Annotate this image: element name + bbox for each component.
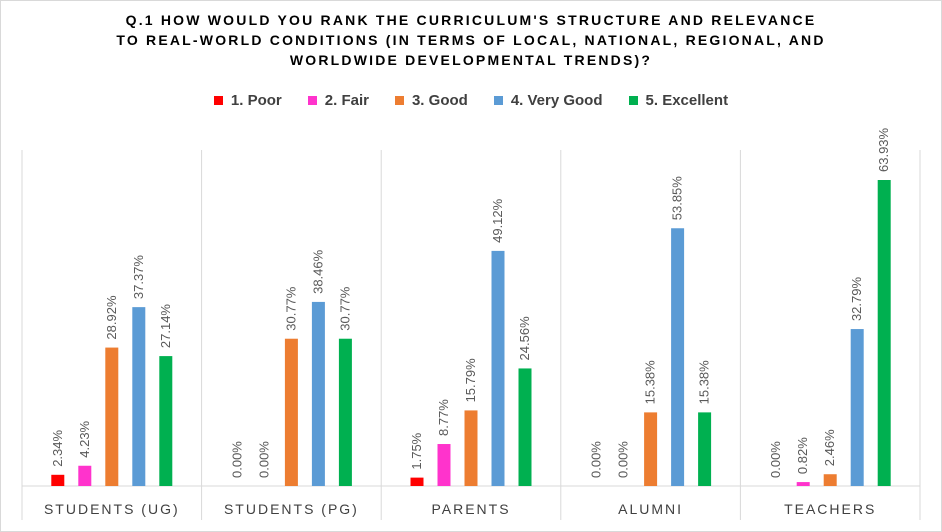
bar xyxy=(410,477,424,486)
bar xyxy=(51,474,65,486)
x-category-label: PARENTS xyxy=(431,501,510,517)
bar xyxy=(823,474,837,486)
bar xyxy=(671,228,685,486)
x-category-label: TEACHERS xyxy=(784,501,876,517)
data-label: 0.00% xyxy=(229,441,244,478)
legend-item-fair: 2. Fair xyxy=(307,92,369,109)
data-label: 2.34% xyxy=(50,429,65,466)
legend-swatch-excellent xyxy=(628,96,638,105)
data-label: 38.46% xyxy=(310,249,325,294)
legend-swatch-fair xyxy=(307,96,317,105)
data-label: 0.00% xyxy=(616,441,631,478)
data-label: 63.93% xyxy=(876,127,891,172)
bar xyxy=(464,410,478,486)
data-label: 0.00% xyxy=(768,441,783,478)
legend-item-poor: 1. Poor xyxy=(213,92,282,109)
legend-swatch-poor xyxy=(213,96,223,105)
data-label: 2.46% xyxy=(822,429,837,466)
bar xyxy=(877,180,891,486)
chart-title-line-3: WORLDWIDE DEVELOPMENTAL TRENDS)? xyxy=(289,52,653,68)
legend-item-good: 3. Good xyxy=(394,92,468,109)
data-label: 15.79% xyxy=(463,358,478,403)
legend-label-good: 3. Good xyxy=(411,92,468,109)
bar xyxy=(284,338,298,486)
bar xyxy=(491,250,505,486)
bar xyxy=(644,412,658,486)
bar xyxy=(796,482,810,486)
data-label: 0.82% xyxy=(795,437,810,474)
legend-label-very-good: 4. Very Good xyxy=(510,92,603,109)
bar xyxy=(338,338,352,486)
bar xyxy=(159,356,173,486)
bar xyxy=(311,301,325,486)
data-label: 53.85% xyxy=(670,176,685,221)
data-label: 0.00% xyxy=(256,441,271,478)
legend-label-poor: 1. Poor xyxy=(230,92,282,109)
bar xyxy=(850,329,864,486)
chart-title-line-1: Q.1 HOW WOULD YOU RANK THE CURRICULUM'S … xyxy=(125,12,817,28)
chart-title-line-2: TO REAL-WORLD CONDITIONS (IN TERMS OF LO… xyxy=(116,32,826,48)
x-category-label: ALUMNI xyxy=(618,501,683,517)
x-category-label: STUDENTS (PG) xyxy=(224,501,359,517)
x-category-label: STUDENTS (UG) xyxy=(44,501,180,517)
data-label: 15.38% xyxy=(643,360,658,405)
legend-item-very-good: 4. Very Good xyxy=(493,92,603,109)
data-label: 1.75% xyxy=(409,432,424,469)
data-label: 24.56% xyxy=(517,316,532,361)
legend-label-excellent: 5. Excellent xyxy=(645,92,729,109)
chart-title: Q.1 HOW WOULD YOU RANK THE CURRICULUM'S … xyxy=(0,10,942,70)
bar xyxy=(132,307,146,486)
data-label: 0.00% xyxy=(589,441,604,478)
legend-item-excellent: 5. Excellent xyxy=(628,92,729,109)
legend-label-fair: 2. Fair xyxy=(324,92,369,109)
chart-legend: 1. Poor 2. Fair 3. Good 4. Very Good 5. … xyxy=(0,92,942,109)
data-label: 37.37% xyxy=(131,255,146,300)
data-label: 30.77% xyxy=(283,286,298,331)
bar xyxy=(518,368,532,486)
bar xyxy=(437,444,451,486)
legend-swatch-very-good xyxy=(493,96,503,105)
data-label: 30.77% xyxy=(337,286,352,331)
data-label: 28.92% xyxy=(104,295,119,340)
data-label: 32.79% xyxy=(849,277,864,322)
data-label: 8.77% xyxy=(436,399,451,436)
data-label: 15.38% xyxy=(697,360,712,405)
legend-swatch-good xyxy=(394,96,404,105)
bar xyxy=(78,465,92,486)
data-label: 27.14% xyxy=(158,304,173,349)
data-label: 49.12% xyxy=(490,198,505,243)
data-label: 4.23% xyxy=(77,420,92,457)
bar xyxy=(698,412,712,486)
bar xyxy=(105,347,119,486)
